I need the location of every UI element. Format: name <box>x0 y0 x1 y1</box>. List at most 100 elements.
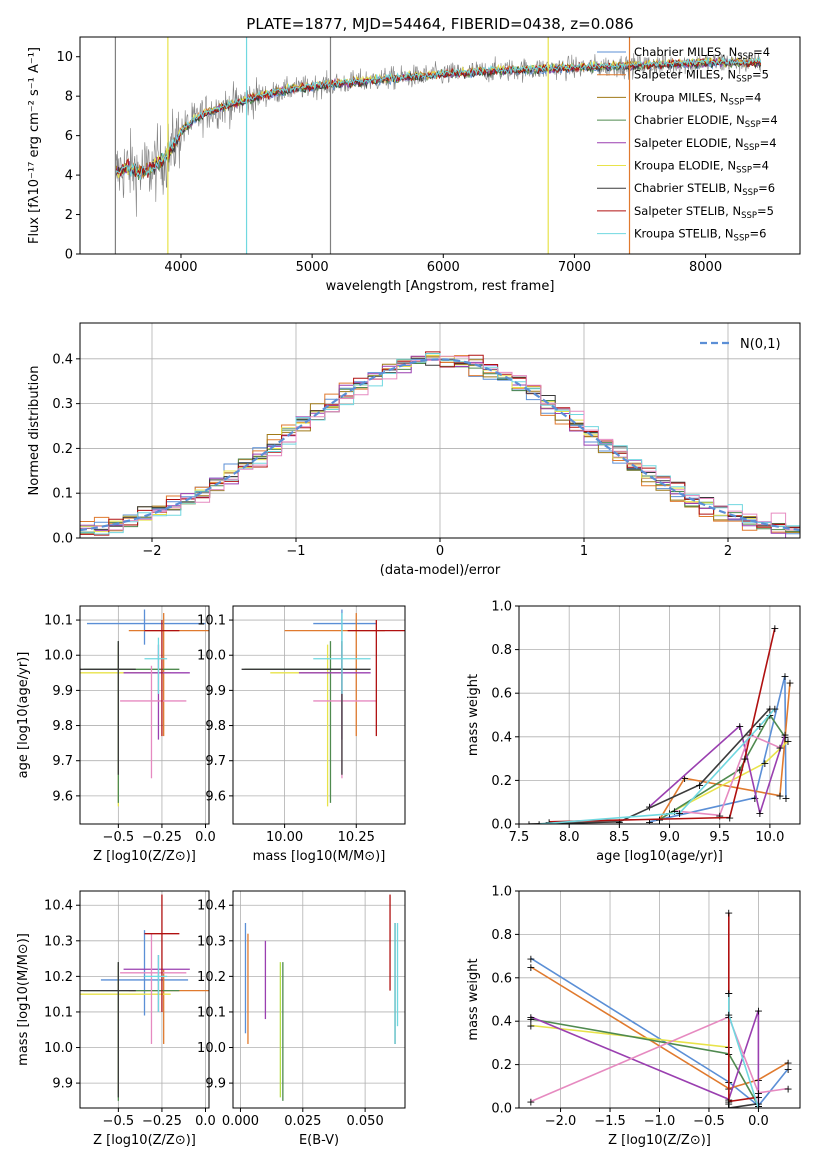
weight-z-line-8 <box>728 993 760 1108</box>
weight-z-marker: + <box>754 1087 763 1100</box>
weight-age-line-3 <box>659 713 786 821</box>
weight-age-marker: + <box>780 729 789 742</box>
spectrum-frame <box>79 36 801 255</box>
mass_vs_ebv-ytick-label: 10.4 <box>197 899 226 914</box>
mass_vs_Z-ytick-label: 10.3 <box>44 934 73 949</box>
weight-age-marker: + <box>775 790 784 803</box>
residual_hist-plot <box>80 351 800 538</box>
weight-z-marker: + <box>724 907 733 920</box>
weight-age-marker: + <box>780 670 789 683</box>
weight_vs_age-ytick-label: 0.6 <box>491 687 512 702</box>
weight_vs_age-ylabel: mass weight <box>466 674 481 756</box>
weight-age-marker: + <box>735 720 744 733</box>
weight_vs_Z-ytick-label: 0.6 <box>491 971 512 986</box>
legend-entry-sub: SSP <box>744 143 760 153</box>
weight-age-line-5 <box>674 733 781 817</box>
weight-age-marker: + <box>675 807 684 820</box>
weight-z-marker: + <box>754 1102 763 1115</box>
weight_vs_Z-ytick-label: 0.0 <box>491 1102 512 1117</box>
weight_vs_Z-grid <box>519 890 800 1109</box>
residual_hist-ytick-label: 0.1 <box>52 487 73 502</box>
weight-age-marker: + <box>740 753 749 766</box>
age_vs_mass-ytick-label: 9.8 <box>205 719 226 734</box>
mass_vs_Z-xtick-label: 0.0 <box>195 1114 216 1129</box>
weight_vs_Z-xtick-label: −0.5 <box>693 1114 725 1129</box>
weight-z-marker: + <box>754 1091 763 1104</box>
spectrum-ytick-label: 0 <box>65 248 73 263</box>
legend-entry: Chabrier MILES, NSSP=4 <box>634 45 770 62</box>
spectrum-legend: Chabrier MILES, NSSP=4 Salpeter MILES, NS… <box>597 45 778 244</box>
mass_vs_Z-ylabel: mass [log10(M/M⊙)] <box>16 933 31 1066</box>
weight-z-line-1 <box>530 966 789 1090</box>
legend-entry-value: =6 <box>749 227 766 241</box>
age_vs_Z-ytick-label: 9.6 <box>52 789 73 804</box>
spectrum-title: PLATE=1877, MJD=54464, FIBERID=0438, z=0… <box>246 15 633 33</box>
weight_vs_Z-ytick-label: 1.0 <box>491 885 512 900</box>
weight-age-marker: + <box>783 735 792 748</box>
residual_hist-xtick-label: 2 <box>724 544 732 559</box>
mass_vs_Z-xlabel: Z [log10(Z/Z⊙)] <box>93 1133 196 1148</box>
weight-age-marker: + <box>695 779 704 792</box>
weight-z-marker: + <box>784 1082 793 1095</box>
legend-entry-name: Kroupa MILES, N <box>634 90 729 104</box>
residual_hist-axes: −2 −1 0 1 2 0.0 0.1 0.2 0.3 0.4 (data-model)/error… <box>27 322 801 578</box>
weight-age-marker: + <box>770 702 779 715</box>
legend-entry-name: Salpeter ELODIE, N <box>634 136 744 150</box>
weight-age-marker: + <box>544 816 553 829</box>
spectrum-ytick-label: 4 <box>65 169 73 184</box>
spectrum-xtick-label: 4000 <box>164 260 197 275</box>
age_vs_Z-ytick-label: 10.1 <box>44 614 73 629</box>
residual_hist-ytick-label: 0.2 <box>52 442 73 457</box>
mass_vs_Z-ytick-label: 10.2 <box>44 970 73 985</box>
mass_vs_ebv-xtick-label: 0.000 <box>222 1114 259 1129</box>
weight_vs_age-xtick-label: 8.0 <box>559 830 580 845</box>
weight-age-marker: + <box>750 792 759 805</box>
weight_vs_age-xtick-label: 10.0 <box>755 830 784 845</box>
age_vs_Z-ytick-label: 9.7 <box>52 754 73 769</box>
age_vs_Z-xtick-label: 0.0 <box>195 830 216 845</box>
residual_hist-ylabel: Normed distribution <box>27 366 42 496</box>
mass_vs_Z-xtick-label: −0.5 <box>103 1114 135 1129</box>
weight-age-marker: + <box>534 818 543 831</box>
weight_vs_age-xtick-label: 8.5 <box>609 830 630 845</box>
age_vs_mass-axes: 10.00 10.25 9.6 9.7 9.8 9.9 10.0 10.1 mass [log1… <box>197 605 406 864</box>
spectrum-ytick-label: 6 <box>65 129 73 144</box>
weight_vs_age-xtick-label: 9.5 <box>709 830 730 845</box>
mass_vs_Z-ytick-label: 10.4 <box>44 899 73 914</box>
weight-age-marker: + <box>755 807 764 820</box>
weight_vs_Z-axes: +++++++++++++++++++++++++++++++−2.0 −1.5 −… <box>466 885 801 1148</box>
legend-entry-value: =5 <box>752 68 769 82</box>
weight_vs_age-ytick-label: 0.8 <box>491 643 512 658</box>
weight_vs_age-ytick-label: 0.2 <box>491 774 512 789</box>
mass_vs_ebv-xtick-label: 0.050 <box>347 1114 384 1129</box>
weight-age-line-8 <box>539 707 776 824</box>
legend-entry: Salpeter MILES, NSSP=5 <box>634 68 769 85</box>
age_vs_mass-ytick-label: 9.6 <box>205 789 226 804</box>
weight-age-marker: + <box>670 805 679 818</box>
legend-entry-sub: SSP <box>741 211 757 221</box>
mass_vs_ebv-grid <box>233 891 405 1108</box>
spectrum-ylabel: Flux [fλ10⁻¹⁷ erg cm⁻² s⁻¹ A⁻¹] <box>27 47 42 244</box>
weight-z-marker: + <box>724 1102 733 1115</box>
age_vs_mass-ytick-label: 10.1 <box>197 614 226 629</box>
normal-distribution-curve <box>80 358 800 532</box>
weight_vs_Z-ytick-label: 0.8 <box>491 928 512 943</box>
age_vs_Z-xtick-label: −0.25 <box>142 830 182 845</box>
weight-age-marker: + <box>524 818 533 831</box>
age_vs_Z-ylabel: age [log10(age/yr)] <box>16 652 31 779</box>
legend-entry-sub: SSP <box>737 52 753 62</box>
model-spectrum-line-8 <box>114 56 762 180</box>
weight_vs_age-axes: +++++++++++++++++++++++++++++++++++7.5 8.… <box>466 600 801 864</box>
weight-age-marker: + <box>725 811 734 824</box>
mass_vs_Z-xtick-label: −0.25 <box>142 1114 182 1129</box>
observed-spectrum-line <box>115 51 761 217</box>
weight_vs_age-ytick-label: 1.0 <box>491 600 512 615</box>
weight_vs_Z-ytick-label: 0.2 <box>491 1058 512 1073</box>
weight-age-line-1 <box>658 682 791 821</box>
age_vs_Z-ytick-label: 10.0 <box>44 649 73 664</box>
weight-age-marker: + <box>765 702 774 715</box>
legend-entry-sub: SSP <box>736 75 752 85</box>
weight_vs_Z-xlabel: Z [log10(Z/Z⊙)] <box>608 1133 711 1148</box>
mass_vs_Z-plot <box>80 894 209 1101</box>
legend-entry: N(0,1) <box>740 337 781 352</box>
